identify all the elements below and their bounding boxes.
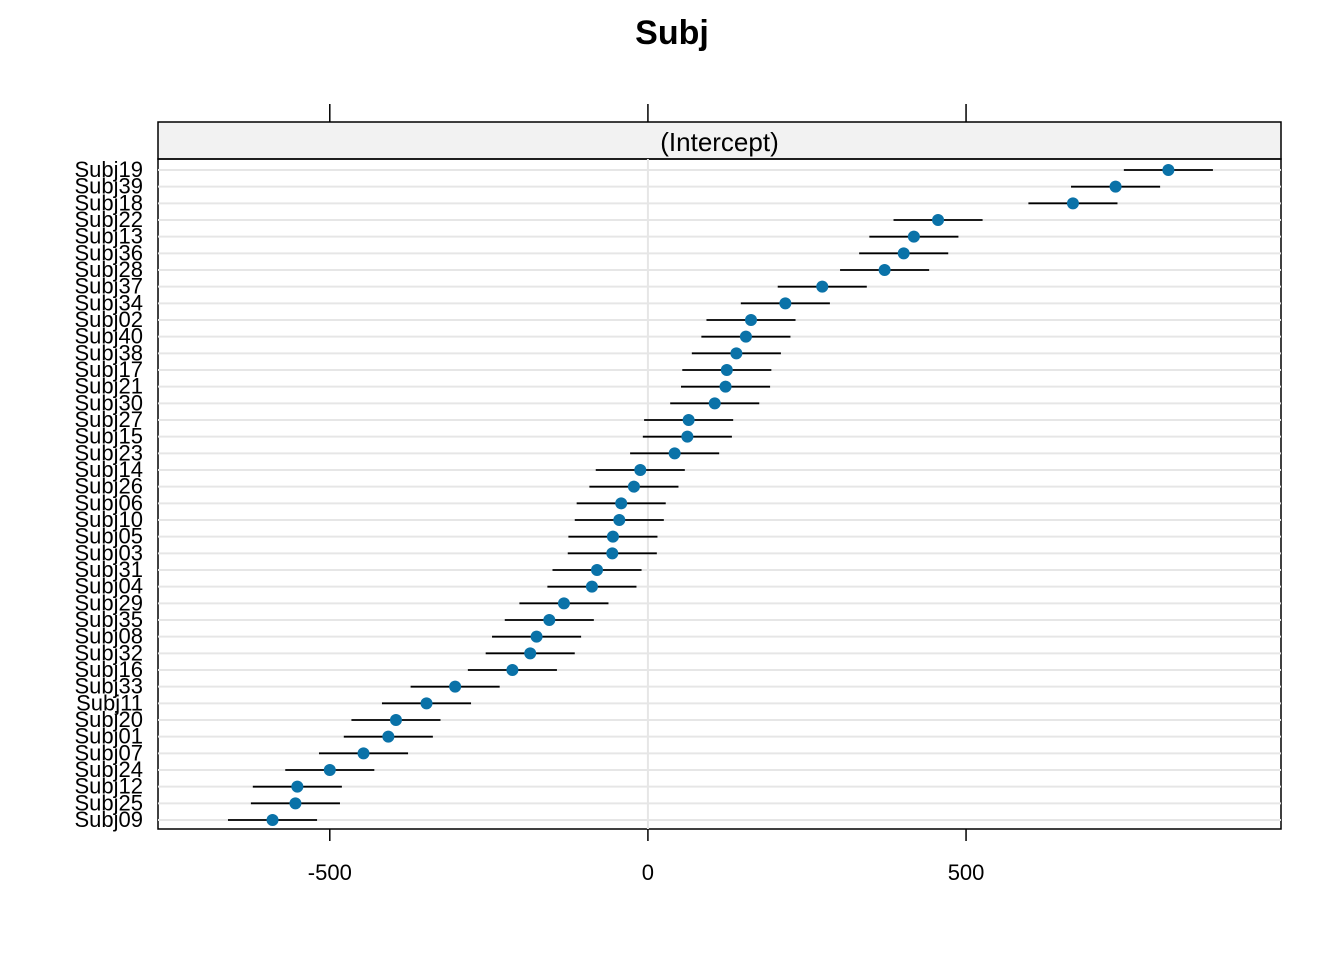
estimate-point (420, 697, 433, 710)
category-label: Subj36 (74, 240, 143, 265)
estimate-point (449, 680, 462, 693)
estimate-point (543, 614, 556, 626)
estimate-point (1066, 197, 1079, 210)
category-label: Subj01 (74, 724, 143, 749)
category-label: Subj16 (74, 657, 143, 682)
x-tick-label: 500 (948, 860, 985, 885)
estimate-point (708, 397, 721, 410)
category-label: Subj28 (74, 257, 143, 282)
estimate-point (730, 347, 743, 360)
category-label: Subj11 (76, 690, 143, 715)
category-label: Subj31 (74, 557, 143, 582)
category-label: Subj09 (74, 807, 143, 832)
estimate-point (289, 797, 302, 810)
estimate-point (1162, 164, 1175, 176)
category-label: Subj27 (74, 407, 143, 432)
panel-strip-label: (Intercept) (660, 127, 779, 157)
category-label: Subj39 (74, 174, 143, 199)
category-label: Subj35 (74, 607, 143, 632)
estimate-point (719, 380, 732, 393)
estimate-point (682, 414, 695, 426)
category-label: Subj21 (74, 374, 143, 399)
category-label: Subj22 (74, 207, 143, 232)
estimate-point (739, 330, 752, 343)
category-label: Subj02 (74, 307, 143, 332)
estimate-point (585, 580, 598, 593)
gridlines (158, 159, 1281, 829)
category-label: Subj08 (74, 624, 143, 649)
category-label: Subj15 (74, 424, 143, 449)
estimate-point (266, 814, 279, 826)
estimate-point (779, 297, 792, 310)
category-label: Subj10 (74, 507, 143, 532)
category-label: Subj13 (74, 224, 143, 249)
estimate-point (389, 714, 402, 726)
estimate-point (606, 547, 619, 560)
estimate-point (720, 364, 733, 376)
estimate-point (613, 514, 626, 526)
category-label: Subj07 (74, 740, 143, 765)
estimate-points (266, 164, 1175, 826)
chart-title: Subj (635, 14, 709, 52)
estimate-point (323, 764, 336, 776)
estimate-point (878, 264, 891, 276)
estimate-point (1109, 180, 1122, 193)
x-tick-label: 0 (642, 860, 654, 885)
category-label: Subj33 (74, 674, 143, 699)
category-label: Subj40 (74, 324, 143, 349)
panel-frame (157, 158, 1282, 830)
category-label: Subj04 (74, 574, 143, 599)
estimate-point (591, 564, 604, 576)
estimate-point (291, 780, 304, 793)
category-label: Subj12 (74, 774, 143, 799)
category-label: Subj24 (74, 757, 143, 782)
estimate-point (681, 430, 694, 443)
estimate-point (506, 664, 519, 676)
estimate-point (907, 230, 920, 243)
category-label: Subj38 (74, 340, 143, 365)
estimate-point (524, 647, 537, 660)
estimate-point (606, 530, 619, 543)
x-tick-label: -500 (308, 860, 352, 885)
category-label: Subj29 (74, 590, 143, 615)
estimate-point (530, 630, 543, 643)
category-label: Subj20 (74, 707, 143, 732)
interval-lines (227, 169, 1213, 821)
estimate-point (357, 747, 370, 760)
estimate-point (897, 247, 910, 260)
estimate-point (557, 597, 570, 610)
axes: -500 0 500 (308, 104, 985, 885)
category-label: Subj25 (74, 790, 143, 815)
category-label: Subj18 (74, 190, 143, 215)
category-label: Subj03 (74, 540, 143, 565)
category-labels: Subj19Subj39Subj18Subj22Subj13Subj36Subj… (74, 157, 143, 832)
strip-background (157, 121, 1282, 160)
category-label: Subj06 (74, 490, 143, 515)
category-label: Subj26 (74, 474, 143, 499)
category-label: Subj05 (74, 524, 143, 549)
estimate-point (382, 730, 395, 743)
category-label: Subj14 (74, 457, 143, 482)
category-label: Subj34 (74, 290, 143, 315)
estimate-point (668, 447, 681, 460)
category-label: Subj19 (74, 157, 143, 182)
category-label: Subj30 (74, 390, 143, 415)
estimate-point (634, 464, 647, 476)
estimate-point (932, 214, 945, 226)
estimate-point (615, 497, 628, 510)
estimate-point (627, 480, 640, 493)
category-label: Subj37 (74, 274, 143, 299)
category-label: Subj17 (74, 357, 143, 382)
estimate-point (816, 280, 829, 293)
category-label: Subj23 (74, 440, 143, 465)
estimate-point (744, 314, 757, 326)
category-label: Subj32 (74, 640, 143, 665)
